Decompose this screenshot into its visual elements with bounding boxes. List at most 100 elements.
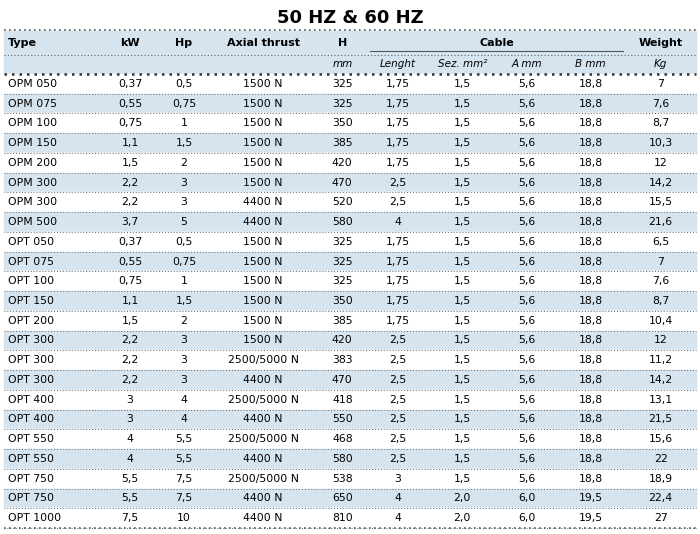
- Text: 3: 3: [181, 197, 188, 207]
- Text: 6,0: 6,0: [518, 513, 535, 523]
- Text: 2,5: 2,5: [389, 434, 407, 444]
- Text: 1,5: 1,5: [122, 158, 139, 168]
- Text: 5,6: 5,6: [518, 474, 535, 484]
- Text: 3: 3: [181, 335, 188, 345]
- Bar: [4, 271, 696, 291]
- Bar: [4, 252, 696, 271]
- Text: 1500 N: 1500 N: [244, 99, 283, 108]
- Bar: [4, 291, 696, 311]
- Text: 18,8: 18,8: [579, 296, 603, 306]
- Text: 1,75: 1,75: [386, 119, 410, 128]
- Text: 5,5: 5,5: [122, 474, 139, 484]
- Text: OPM 300: OPM 300: [8, 197, 57, 207]
- Text: 50 HZ & 60 HZ: 50 HZ & 60 HZ: [276, 9, 424, 27]
- Text: 580: 580: [332, 454, 353, 464]
- Text: 18,8: 18,8: [579, 158, 603, 168]
- Bar: [4, 429, 696, 449]
- Text: OPT 075: OPT 075: [8, 256, 54, 266]
- Text: 18,8: 18,8: [579, 197, 603, 207]
- Text: 8,7: 8,7: [652, 296, 669, 306]
- Text: 1500 N: 1500 N: [244, 276, 283, 286]
- Text: 520: 520: [332, 197, 353, 207]
- Text: 1,5: 1,5: [454, 474, 471, 484]
- Text: 13,1: 13,1: [649, 395, 673, 405]
- Text: 4400 N: 4400 N: [244, 493, 283, 504]
- Text: H: H: [337, 38, 347, 48]
- Text: 15,5: 15,5: [649, 197, 673, 207]
- Text: OPT 1000: OPT 1000: [8, 513, 61, 523]
- Text: 4400 N: 4400 N: [244, 197, 283, 207]
- Text: 550: 550: [332, 414, 353, 425]
- Text: 7: 7: [657, 256, 664, 266]
- Text: 3,7: 3,7: [122, 217, 139, 227]
- Text: 4400 N: 4400 N: [244, 454, 283, 464]
- Text: 325: 325: [332, 276, 353, 286]
- Text: 420: 420: [332, 158, 353, 168]
- Text: 5,6: 5,6: [518, 454, 535, 464]
- Text: 3: 3: [181, 355, 188, 365]
- Text: 4: 4: [181, 414, 188, 425]
- Text: 0,75: 0,75: [172, 99, 196, 108]
- Text: 1,5: 1,5: [454, 276, 471, 286]
- Text: 2,5: 2,5: [389, 395, 407, 405]
- Text: 27: 27: [654, 513, 668, 523]
- Text: 5,5: 5,5: [175, 434, 192, 444]
- Bar: [4, 410, 696, 429]
- Text: 19,5: 19,5: [579, 513, 603, 523]
- Text: OPM 300: OPM 300: [8, 178, 57, 187]
- Text: 1,5: 1,5: [454, 375, 471, 385]
- Text: OPT 300: OPT 300: [8, 375, 54, 385]
- Text: OPT 550: OPT 550: [8, 454, 54, 464]
- Text: 0,55: 0,55: [118, 99, 142, 108]
- Text: Axial thrust: Axial thrust: [227, 38, 300, 48]
- Text: 1,75: 1,75: [386, 237, 410, 247]
- Bar: [4, 311, 696, 331]
- Bar: [4, 469, 696, 489]
- Text: 3: 3: [127, 414, 134, 425]
- Text: 4400 N: 4400 N: [244, 513, 283, 523]
- Text: 2,5: 2,5: [389, 178, 407, 187]
- Text: 4: 4: [395, 513, 402, 523]
- Text: 18,8: 18,8: [579, 237, 603, 247]
- Text: 18,8: 18,8: [579, 256, 603, 266]
- Text: 0,75: 0,75: [118, 119, 142, 128]
- Text: 18,8: 18,8: [579, 138, 603, 148]
- Text: 5,6: 5,6: [518, 99, 535, 108]
- Text: 2,2: 2,2: [122, 335, 139, 345]
- Text: 1500 N: 1500 N: [244, 316, 283, 326]
- Text: 1,5: 1,5: [454, 256, 471, 266]
- Text: 5,6: 5,6: [518, 158, 535, 168]
- Text: 18,8: 18,8: [579, 375, 603, 385]
- Text: 18,8: 18,8: [579, 178, 603, 187]
- Text: 538: 538: [332, 474, 353, 484]
- Text: OPM 500: OPM 500: [8, 217, 57, 227]
- Text: 5,6: 5,6: [518, 414, 535, 425]
- Text: 2,2: 2,2: [122, 375, 139, 385]
- Text: 2,5: 2,5: [389, 335, 407, 345]
- Text: 325: 325: [332, 79, 353, 89]
- Text: 2,2: 2,2: [122, 355, 139, 365]
- Text: OPT 300: OPT 300: [8, 335, 54, 345]
- Text: 418: 418: [332, 395, 353, 405]
- Text: A mm: A mm: [511, 59, 542, 69]
- Text: 19,5: 19,5: [579, 493, 603, 504]
- Text: 325: 325: [332, 99, 353, 108]
- Text: 3: 3: [181, 178, 188, 187]
- Text: 5,6: 5,6: [518, 119, 535, 128]
- Text: 0,37: 0,37: [118, 79, 142, 89]
- Text: 420: 420: [332, 335, 353, 345]
- Text: 1: 1: [181, 276, 188, 286]
- Text: 4: 4: [395, 493, 402, 504]
- Bar: [4, 153, 696, 172]
- Text: 2,0: 2,0: [454, 513, 471, 523]
- Text: 1500 N: 1500 N: [244, 79, 283, 89]
- Text: 6,5: 6,5: [652, 237, 669, 247]
- Text: 7: 7: [657, 79, 664, 89]
- Text: OPT 300: OPT 300: [8, 355, 54, 365]
- Text: 5,6: 5,6: [518, 178, 535, 187]
- Text: Weight: Weight: [638, 38, 682, 48]
- Text: 0,5: 0,5: [175, 237, 192, 247]
- Text: 5,6: 5,6: [518, 395, 535, 405]
- Text: 1500 N: 1500 N: [244, 158, 283, 168]
- Text: 1500 N: 1500 N: [244, 296, 283, 306]
